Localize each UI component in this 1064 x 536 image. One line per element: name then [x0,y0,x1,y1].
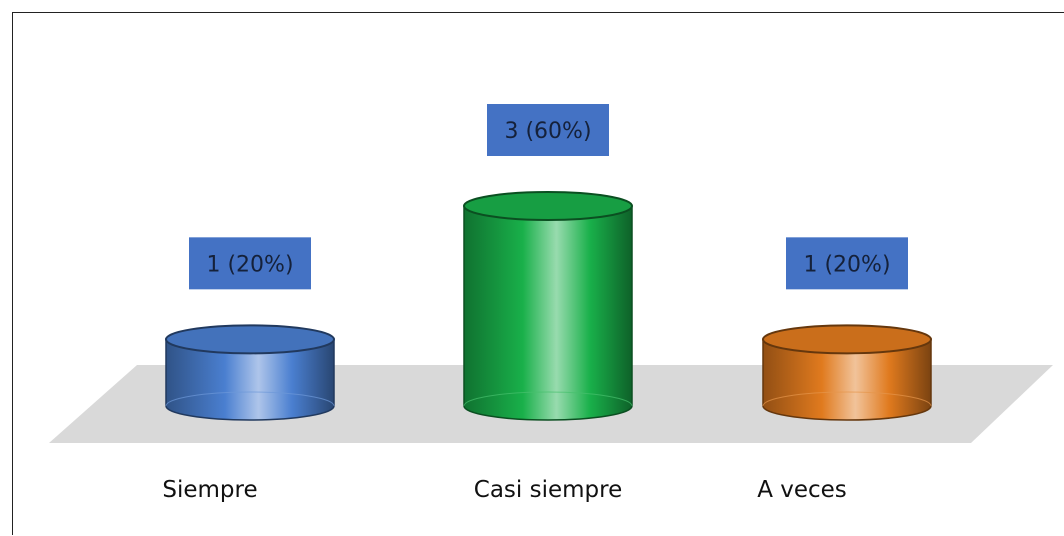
bar-body-siempre [165,338,335,421]
data-label-a-veces: 1 (20%) [786,237,908,290]
data-label-text: 1 (20%) [803,252,890,277]
chart-frame: 1 (20%) 3 (60%) 1 (20%) Siempre Casi siempr… [12,12,1064,535]
bar-a-veces [762,324,932,421]
data-label-text: 1 (20%) [206,252,293,277]
cylinder-chart: 1 (20%) 3 (60%) 1 (20%) Siempre Casi siempr… [49,104,1053,503]
data-label-siempre: 1 (20%) [189,237,311,290]
category-label-siempre: Siempre [162,477,257,503]
data-label-text: 3 (60%) [504,119,591,144]
bar-top-casi-siempre [463,191,633,221]
category-label-a-veces: A veces [757,477,847,503]
data-label-casi-siempre: 3 (60%) [487,104,609,156]
bar-body-casi-siempre [463,205,633,421]
data-label-box [786,237,908,290]
bar-siempre [165,324,335,421]
category-label-casi-siempre: Casi siempre [474,477,622,503]
data-label-box [189,237,311,290]
bar-casi-siempre [463,191,633,421]
data-label-box [487,104,609,156]
bar-body-a-veces [762,338,932,421]
bar-top-a-veces [762,324,932,355]
bar-top-siempre [165,324,335,355]
